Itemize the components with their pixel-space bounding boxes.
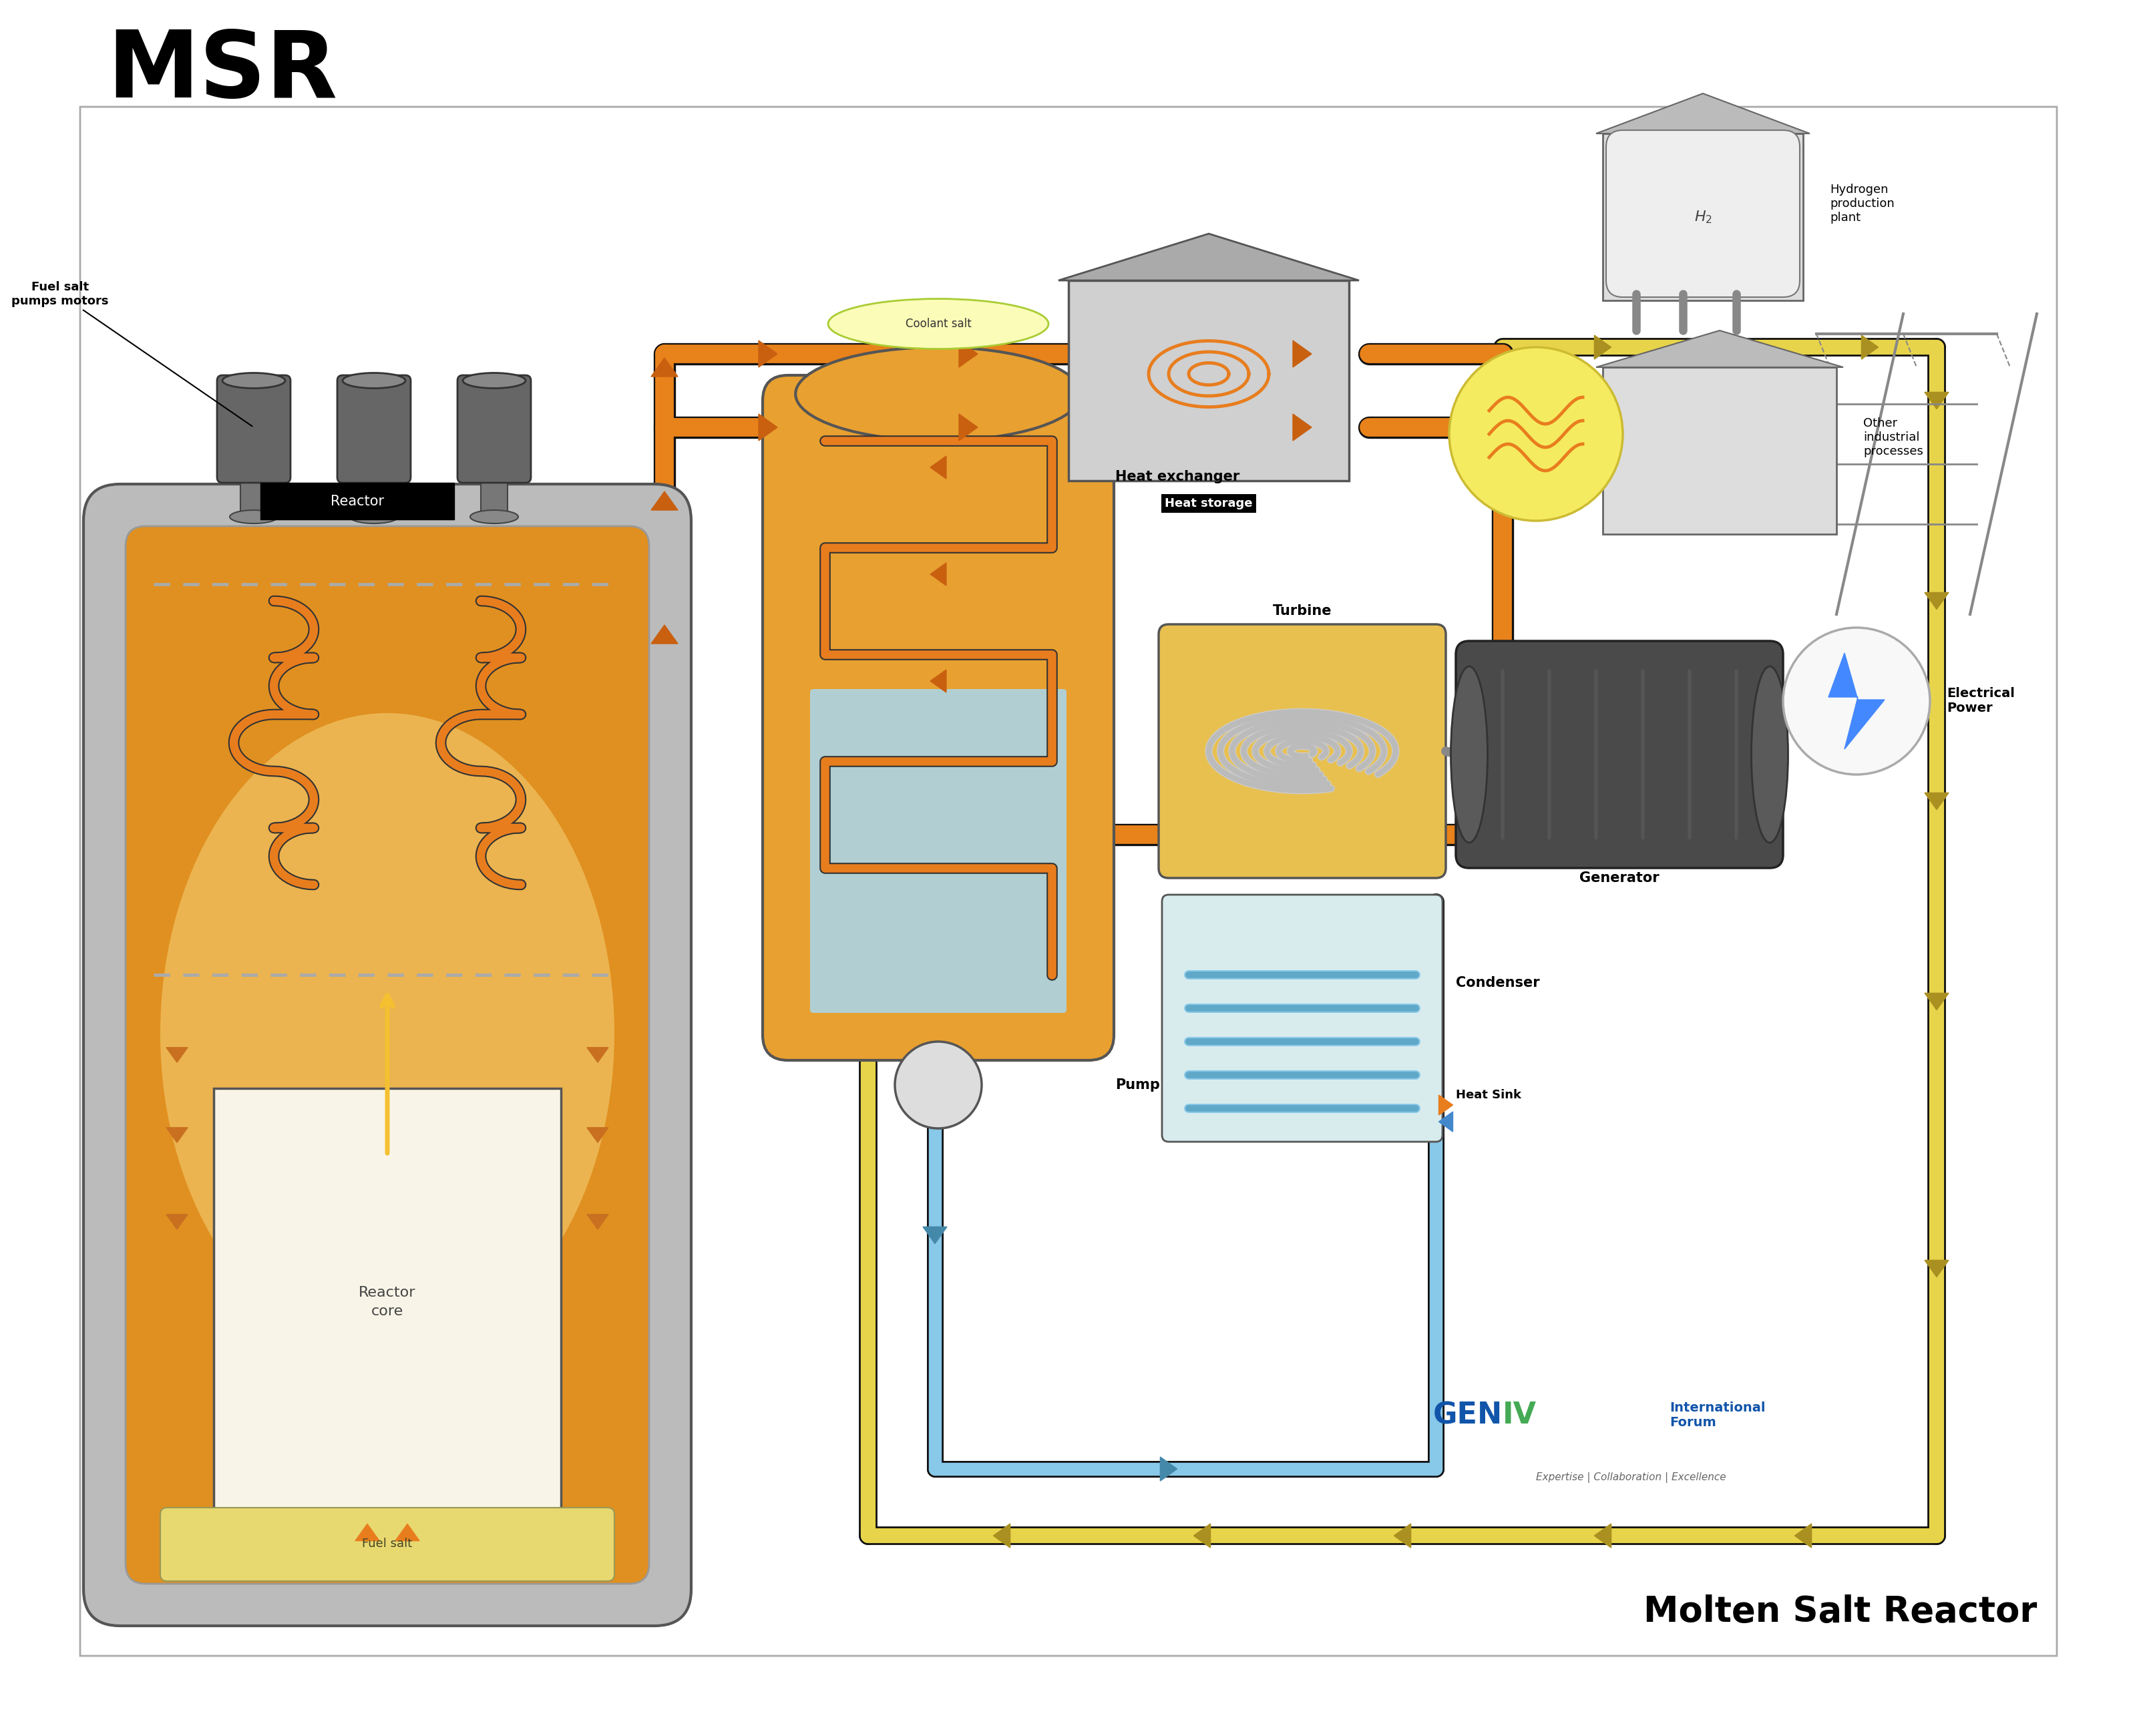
- Polygon shape: [355, 1524, 380, 1542]
- FancyBboxPatch shape: [261, 483, 455, 519]
- FancyBboxPatch shape: [1163, 894, 1442, 1142]
- Ellipse shape: [470, 510, 517, 524]
- Polygon shape: [759, 340, 778, 368]
- Polygon shape: [588, 1047, 609, 1062]
- Polygon shape: [588, 1128, 609, 1142]
- Text: Heat exchanger: Heat exchanger: [1116, 470, 1239, 483]
- Bar: [481, 477, 506, 517]
- Text: $H_2$: $H_2$: [1695, 208, 1712, 226]
- Polygon shape: [588, 1215, 609, 1229]
- Text: Fuel salt
pumps motors: Fuel salt pumps motors: [11, 281, 252, 427]
- Circle shape: [1782, 628, 1930, 774]
- Circle shape: [1449, 347, 1622, 521]
- Polygon shape: [1293, 413, 1312, 441]
- Polygon shape: [1438, 1111, 1453, 1132]
- Polygon shape: [930, 457, 947, 479]
- Ellipse shape: [829, 299, 1049, 349]
- Polygon shape: [1925, 1260, 1949, 1278]
- Text: Turbine: Turbine: [1274, 604, 1331, 618]
- Text: Fuel salt: Fuel salt: [361, 1538, 412, 1550]
- Polygon shape: [1393, 1524, 1410, 1549]
- Polygon shape: [1925, 392, 1949, 410]
- FancyBboxPatch shape: [1158, 625, 1447, 878]
- FancyBboxPatch shape: [338, 375, 410, 483]
- FancyBboxPatch shape: [457, 375, 530, 483]
- Text: Reactor: Reactor: [331, 495, 385, 509]
- Bar: [1603, 134, 1804, 300]
- Bar: [1603, 368, 1836, 535]
- Polygon shape: [960, 413, 979, 441]
- Ellipse shape: [464, 373, 526, 389]
- Polygon shape: [960, 340, 979, 368]
- Polygon shape: [652, 491, 677, 510]
- Polygon shape: [930, 562, 947, 585]
- Polygon shape: [167, 1047, 188, 1062]
- FancyBboxPatch shape: [83, 484, 690, 1627]
- Text: Coolant salt: Coolant salt: [906, 318, 970, 330]
- Bar: [214, 1088, 560, 1522]
- Polygon shape: [1861, 335, 1878, 359]
- FancyBboxPatch shape: [763, 375, 1113, 1061]
- Ellipse shape: [239, 1108, 534, 1429]
- Text: Electrical
Power: Electrical Power: [1947, 687, 2015, 715]
- Polygon shape: [1925, 793, 1949, 809]
- Polygon shape: [1596, 94, 1810, 134]
- Polygon shape: [652, 625, 677, 644]
- Polygon shape: [994, 1524, 1011, 1549]
- Text: Reactor
core: Reactor core: [359, 1286, 417, 1318]
- Text: GEN: GEN: [1434, 1401, 1502, 1430]
- Polygon shape: [1594, 1524, 1611, 1549]
- FancyBboxPatch shape: [160, 1507, 615, 1581]
- Bar: [361, 477, 387, 517]
- Ellipse shape: [1451, 667, 1487, 842]
- Bar: [239, 477, 267, 517]
- Polygon shape: [1829, 653, 1885, 750]
- Polygon shape: [1160, 1457, 1177, 1481]
- Text: Heat Sink: Heat Sink: [1455, 1088, 1522, 1101]
- Ellipse shape: [795, 347, 1081, 441]
- Ellipse shape: [342, 373, 406, 389]
- FancyBboxPatch shape: [126, 526, 650, 1583]
- Polygon shape: [1195, 1524, 1210, 1549]
- Ellipse shape: [160, 713, 615, 1354]
- FancyBboxPatch shape: [810, 689, 1066, 1012]
- Polygon shape: [923, 1227, 947, 1243]
- Polygon shape: [1293, 340, 1312, 368]
- Text: Heat storage: Heat storage: [1165, 498, 1252, 509]
- Ellipse shape: [350, 510, 397, 524]
- Text: Generator: Generator: [1579, 871, 1660, 885]
- Ellipse shape: [1752, 667, 1789, 842]
- Polygon shape: [1729, 335, 1744, 359]
- Text: Hydrogen
production
plant: Hydrogen production plant: [1829, 184, 1893, 224]
- Polygon shape: [1795, 1524, 1812, 1549]
- Polygon shape: [1438, 1095, 1453, 1115]
- Polygon shape: [1925, 592, 1949, 609]
- Polygon shape: [1058, 234, 1359, 281]
- Text: International
Forum: International Forum: [1669, 1403, 1765, 1429]
- Bar: [1068, 281, 1348, 481]
- Text: Other
industrial
processes: Other industrial processes: [1863, 417, 1923, 457]
- FancyBboxPatch shape: [1607, 130, 1799, 297]
- Polygon shape: [1594, 335, 1611, 359]
- Text: Expertise | Collaboration | Excellence: Expertise | Collaboration | Excellence: [1537, 1472, 1727, 1483]
- Polygon shape: [930, 670, 947, 693]
- Polygon shape: [167, 1128, 188, 1142]
- Polygon shape: [1925, 993, 1949, 1010]
- Text: IV: IV: [1502, 1401, 1537, 1430]
- FancyBboxPatch shape: [218, 375, 291, 483]
- Text: Condenser: Condenser: [1455, 976, 1541, 990]
- Ellipse shape: [231, 510, 278, 524]
- Text: MSR: MSR: [107, 26, 338, 116]
- Polygon shape: [167, 1215, 188, 1229]
- Polygon shape: [652, 358, 677, 377]
- Circle shape: [895, 1042, 981, 1128]
- Polygon shape: [1596, 330, 1842, 368]
- Text: Molten Salt Reactor: Molten Salt Reactor: [1643, 1594, 2037, 1628]
- Ellipse shape: [222, 373, 284, 389]
- FancyBboxPatch shape: [1455, 641, 1782, 868]
- Polygon shape: [759, 413, 778, 441]
- Polygon shape: [395, 1524, 419, 1542]
- Text: Pump: Pump: [1116, 1078, 1160, 1092]
